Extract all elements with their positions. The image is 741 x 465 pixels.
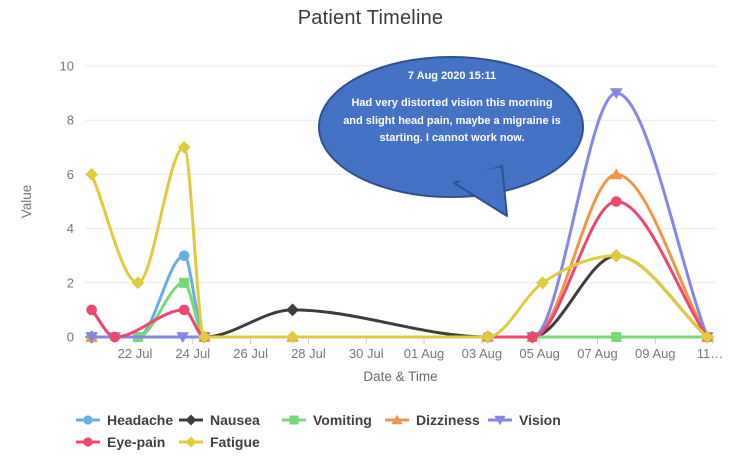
- x-tick-label: 22 Jul: [118, 346, 153, 361]
- timeline-chart-plot[interactable]: 0 2 4 6 8 10 22 Jul 24 Jul 26 Jul 28 Jul 30 Jul 01 …: [0, 0, 741, 400]
- legend-label: Vomiting: [313, 412, 372, 428]
- y-tick-label: 2: [67, 275, 74, 290]
- data-point-eye-pain[interactable]: [86, 304, 97, 316]
- annotation-bubble-shape: [318, 56, 584, 217]
- chart-legend: Headache Nausea Vomiting Dizziness Vision Eye…: [75, 409, 599, 453]
- x-tick-label: 26 Jul: [233, 346, 268, 361]
- data-point-eye-pain[interactable]: [527, 331, 538, 343]
- y-tick-label: 0: [67, 330, 74, 345]
- annotation-timestamp: 7 Aug 2020 15:11: [407, 70, 497, 82]
- legend-label: Eye-pain: [107, 434, 166, 450]
- legend-item-eye-pain[interactable]: Eye-pain: [75, 431, 178, 453]
- x-tick-label: 09 Aug: [635, 346, 676, 361]
- data-point-fatigue[interactable]: [700, 330, 714, 344]
- data-point-fatigue[interactable]: [609, 249, 623, 263]
- circle-marker-icon: [76, 437, 100, 447]
- legend-item-nausea[interactable]: Nausea: [178, 409, 281, 431]
- legend-item-vision[interactable]: Vision: [487, 409, 590, 431]
- data-point-nausea[interactable]: [286, 303, 299, 317]
- legend-item-vomiting[interactable]: Vomiting: [281, 409, 384, 431]
- series-line-nausea[interactable]: [90, 254, 709, 339]
- legend-label: Nausea: [210, 412, 260, 428]
- x-tick-label: 28 Jul: [291, 346, 326, 361]
- circle-marker-icon: [76, 415, 100, 425]
- legend-item-dizziness[interactable]: Dizziness: [384, 409, 487, 431]
- legend-label: Vision: [519, 412, 561, 428]
- x-tick-label: 30 Jul: [349, 346, 384, 361]
- series-line-fatigue[interactable]: [90, 145, 709, 339]
- data-point-fatigue[interactable]: [131, 276, 145, 290]
- data-point-eye-pain[interactable]: [109, 331, 121, 343]
- data-point-dizziness[interactable]: [609, 168, 623, 180]
- x-tick-label: 11…: [697, 346, 724, 361]
- data-point-vision[interactable]: [609, 88, 623, 100]
- data-point-vision[interactable]: [85, 332, 98, 343]
- data-point-headache[interactable]: [178, 250, 190, 261]
- chart-title: Patient Timeline: [297, 7, 444, 29]
- y-axis-title: Value: [19, 185, 34, 219]
- legend-label: Headache: [107, 412, 174, 428]
- legend-item-fatigue[interactable]: Fatigue: [178, 431, 281, 453]
- data-point-vomiting[interactable]: [611, 332, 622, 342]
- y-tick-label: 8: [67, 113, 74, 128]
- x-tick-label: 24 Jul: [175, 346, 210, 361]
- x-tick-label: 07 Aug: [577, 346, 618, 361]
- diamond-marker-icon: [179, 414, 203, 426]
- triangle-down-marker-icon: [488, 415, 512, 426]
- y-tick-label: 10: [60, 59, 74, 74]
- x-tick-label: 03 Aug: [462, 346, 503, 361]
- legend-label: Fatigue: [210, 434, 260, 450]
- x-tick-label: 01 Aug: [404, 346, 445, 361]
- y-tick-label: 4: [67, 221, 74, 236]
- data-point-vomiting[interactable]: [179, 277, 190, 288]
- data-point-eye-pain[interactable]: [178, 304, 190, 316]
- data-point-fatigue[interactable]: [197, 330, 211, 344]
- annotation-bubble: 7 Aug 2020 15:11 Had very distorted visi…: [316, 55, 592, 223]
- data-point-fatigue[interactable]: [286, 330, 299, 344]
- y-tick-label: 6: [67, 167, 74, 182]
- data-point-vision[interactable]: [176, 332, 189, 343]
- data-point-fatigue[interactable]: [85, 168, 99, 181]
- triangle-up-marker-icon: [385, 414, 409, 425]
- legend-item-headache[interactable]: Headache: [75, 409, 178, 431]
- data-point-eye-pain[interactable]: [610, 196, 622, 207]
- square-marker-icon: [282, 415, 306, 425]
- data-point-fatigue[interactable]: [481, 330, 495, 344]
- diamond-marker-icon: [179, 436, 203, 448]
- data-point-fatigue[interactable]: [177, 140, 191, 154]
- annotation-text: Had very distorted vision this morning a…: [343, 96, 561, 145]
- data-point-fatigue[interactable]: [536, 276, 549, 290]
- x-tick-label: 05 Aug: [519, 346, 560, 361]
- legend-label: Dizziness: [416, 412, 480, 428]
- x-axis-title: Date & Time: [363, 369, 437, 384]
